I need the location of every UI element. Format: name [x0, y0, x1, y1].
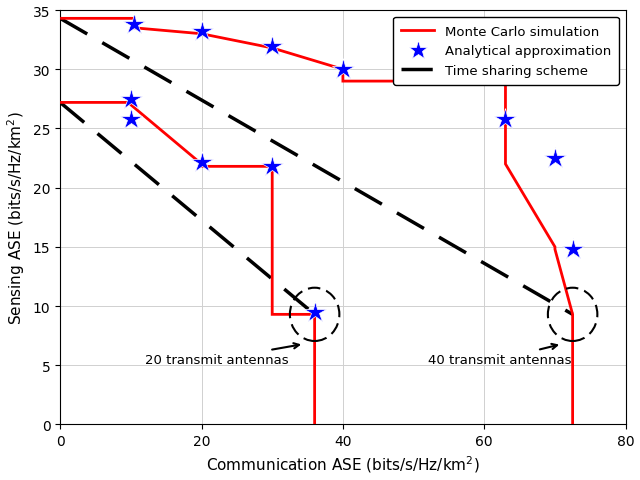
- X-axis label: Communication ASE (bits/s/Hz/km$^2$): Communication ASE (bits/s/Hz/km$^2$): [206, 454, 480, 474]
- Legend: Monte Carlo simulation, Analytical approximation, Time sharing scheme: Monte Carlo simulation, Analytical appro…: [394, 18, 619, 85]
- Text: 20 transmit antennas: 20 transmit antennas: [145, 344, 299, 366]
- Text: 40 transmit antennas: 40 transmit antennas: [428, 344, 572, 366]
- Y-axis label: Sensing ASE (bits/s/Hz/km$^2$): Sensing ASE (bits/s/Hz/km$^2$): [6, 111, 28, 324]
